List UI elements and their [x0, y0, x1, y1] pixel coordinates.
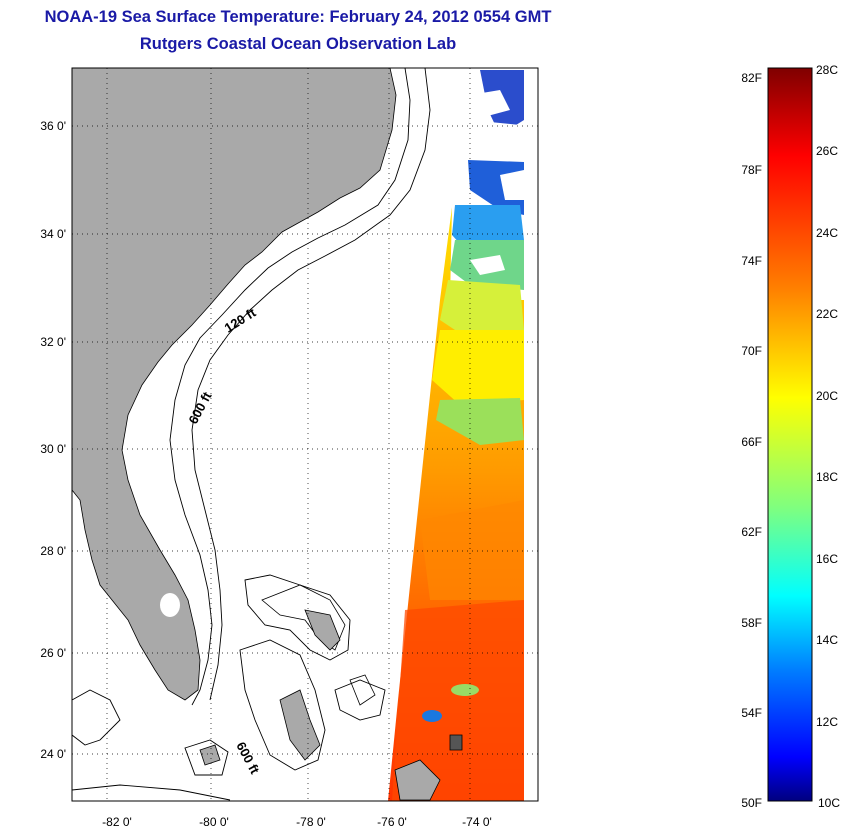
lat-label: 36 0'	[40, 119, 66, 133]
latitude-labels: 36 0' 34 0' 32 0' 30 0' 28 0' 26 0' 24 0…	[40, 119, 66, 761]
colorbar-f-label: 78F	[741, 163, 762, 177]
lon-label: -74 0'	[462, 815, 492, 829]
temperature-colorbar: 82F 78F 74F 70F 66F 62F 58F 54F 50F 28C …	[741, 63, 840, 810]
colorbar-c-label: 16C	[816, 552, 838, 566]
colorbar-f-label: 66F	[741, 435, 762, 449]
colorbar-f-label: 50F	[741, 796, 762, 810]
colorbar-f-label: 82F	[741, 71, 762, 85]
lat-label: 30 0'	[40, 442, 66, 456]
colorbar-c-label: 18C	[816, 470, 838, 484]
colorbar-c-label: 24C	[816, 226, 838, 240]
colorbar-c-label: 26C	[816, 144, 838, 158]
lat-label: 26 0'	[40, 646, 66, 660]
lon-label: -78 0'	[296, 815, 326, 829]
lat-label: 28 0'	[40, 544, 66, 558]
colorbar-c-label: 10C	[818, 796, 840, 810]
lon-label: -76 0'	[377, 815, 407, 829]
sst-swath	[388, 68, 524, 801]
colorbar-fahrenheit-labels: 82F 78F 74F 70F 66F 62F 58F 54F 50F	[741, 71, 762, 810]
map-subtitle: Rutgers Coastal Ocean Observation Lab	[139, 35, 457, 53]
colorbar-c-label: 14C	[816, 633, 838, 647]
lat-label: 34 0'	[40, 227, 66, 241]
longitude-labels: -82 0' -80 0' -78 0' -76 0' -74 0'	[102, 815, 492, 829]
map-title: NOAA-19 Sea Surface Temperature: Februar…	[44, 8, 552, 26]
contour-label-600ft: 600 ft	[233, 739, 263, 777]
colorbar-f-label: 70F	[741, 344, 762, 358]
colorbar-c-label: 22C	[816, 307, 838, 321]
bathymetry-contours	[72, 68, 431, 801]
contour-label-600ft: 600 ft	[185, 389, 215, 427]
colorbar-c-label: 12C	[816, 715, 838, 729]
colorbar-celsius-labels: 28C 26C 24C 22C 20C 18C 16C 14C 12C 10C	[816, 63, 840, 810]
colorbar-f-label: 54F	[741, 706, 762, 720]
us-coast-landmass	[72, 68, 397, 701]
colorbar-c-label: 28C	[816, 63, 838, 77]
colorbar-f-label: 62F	[741, 525, 762, 539]
contour-labels: 120 ft 600 ft 600 ft	[185, 304, 262, 777]
lat-label: 24 0'	[40, 747, 66, 761]
lat-label: 32 0'	[40, 335, 66, 349]
lon-label: -80 0'	[199, 815, 229, 829]
colorbar-c-label: 20C	[816, 389, 838, 403]
colorbar-f-label: 58F	[741, 616, 762, 630]
colorbar-f-label: 74F	[741, 254, 762, 268]
bahamas-islands	[199, 584, 463, 801]
lon-label: -82 0'	[102, 815, 132, 829]
map-frame	[71, 67, 539, 802]
graticule	[72, 68, 538, 801]
